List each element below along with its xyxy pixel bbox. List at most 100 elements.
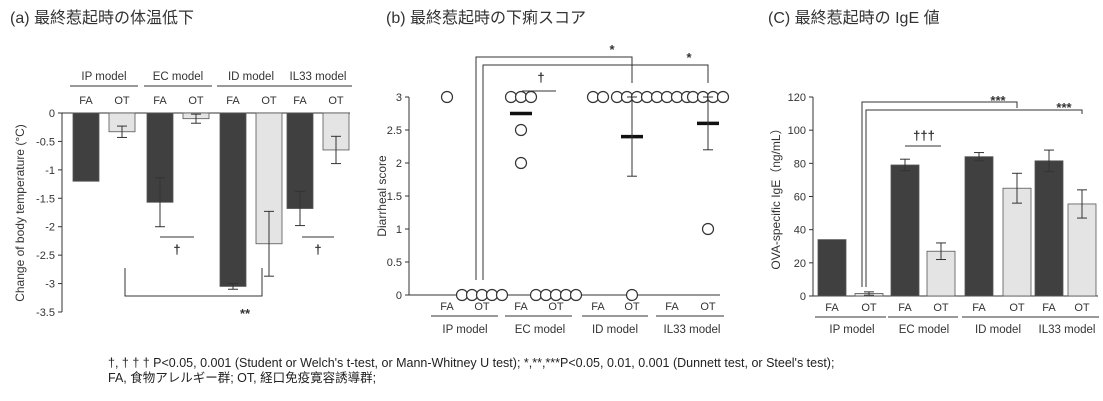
panel-b-y-tick-label: 1 — [396, 224, 402, 236]
panel-a-group-label: FA — [153, 95, 167, 107]
panel-a-y-tick-label: 0 — [49, 108, 55, 120]
figure: (a) 最終惹起時の体温低下 Change of body temperature… — [10, 9, 1099, 336]
panel-c-sig-daggers: ††† — [913, 128, 935, 143]
panel-a-group-label: OT — [261, 95, 277, 107]
panel-b-title: (b) 最終惹起時の下痢スコア — [386, 9, 586, 27]
panel-c-model-label: IP model — [829, 324, 874, 336]
panel-b-y-tick-label: 3 — [396, 92, 402, 104]
panel-a-y-tick-label: -3 — [45, 279, 55, 291]
panel-a-group-label: OT — [114, 95, 130, 107]
panel-c-y-tick-label: 80 — [794, 158, 806, 170]
panel-c-bar — [890, 164, 920, 297]
panel-b-model-label: EC model — [515, 324, 566, 336]
panel-b-data-point — [514, 90, 528, 104]
panel-b-data-point — [485, 288, 499, 302]
panel-a-model-label: IL33 model — [290, 71, 347, 83]
panel-c-sig-stars: *** — [990, 93, 1006, 108]
panel-a-y-tick-label: -2.5 — [36, 250, 55, 262]
panel-c-sig-bracket — [861, 101, 1018, 287]
panel-a-model-label: IP model — [81, 71, 126, 83]
panel-b-y-tick-label: 0.5 — [387, 257, 402, 269]
panel-b-model-label: IP model — [442, 324, 487, 336]
panel-c-group-label: FA — [972, 302, 986, 314]
panel-a-group-label: FA — [293, 95, 307, 107]
panel-b-data-point — [610, 90, 624, 104]
panel-b-data-point — [504, 90, 518, 104]
panel-c-group-label: FA — [1042, 302, 1056, 314]
panel-b-data-point — [640, 90, 654, 104]
panel-a-model-label: ID model — [228, 71, 274, 83]
panel-b-data-point — [455, 288, 469, 302]
panel-b-y-axis-title: Diarrheal score — [375, 155, 389, 237]
panel-a-group-label: FA — [226, 95, 240, 107]
panel-b-data-point — [514, 123, 528, 137]
panel-b-data-point — [559, 288, 573, 302]
panel-b-group-label: OT — [474, 301, 490, 313]
panel-b-y-tick-label: 0 — [396, 290, 402, 302]
panel-b-data-point — [495, 288, 509, 302]
panel-b-data-point — [524, 90, 538, 104]
panel-b-y-tick-label: 2 — [396, 158, 402, 170]
panel-b-data-point — [465, 288, 479, 302]
panel-a-sig-dagger: † — [173, 242, 180, 257]
panel-c-bar — [964, 156, 994, 297]
panel-a-y-axis-title: Change of body temperature (°C) — [13, 124, 27, 302]
panel-b-y-tick-label: 2.5 — [387, 125, 402, 137]
panel-b-sig-dagger: † — [537, 70, 544, 85]
panel-b-data-point — [701, 222, 715, 236]
panel-b-data-point — [670, 90, 684, 104]
panel-c-bar — [1067, 203, 1097, 297]
panel-b-group-label: OT — [624, 301, 640, 313]
panel-a-sig-stars: ** — [240, 306, 251, 321]
panel-b-data-point — [716, 90, 730, 104]
panel-b-y-tick-label: 1.5 — [387, 191, 402, 203]
panel-c-group-label: OT — [1009, 302, 1025, 314]
panel-c-group-label: OT — [933, 302, 949, 314]
panel-b-data-point — [475, 288, 489, 302]
panel-a-model-label: EC model — [153, 71, 204, 83]
panel-c-y-tick-label: 60 — [794, 192, 806, 204]
panel-c-model-label: IL33 model — [1039, 324, 1096, 336]
panel-c-y-tick-label: 120 — [788, 92, 806, 104]
panel-b-data-point — [569, 288, 583, 302]
panel-c-group-label: OT — [1074, 302, 1090, 314]
panel-c-y-axis-title: OVA-specific IgE（ng/mL） — [769, 122, 783, 269]
footnote-line-1: †, † † † P<0.05, 0.001 (Student or Welch… — [108, 356, 835, 370]
panel-b-group-label: OT — [700, 301, 716, 313]
panel-b-data-point — [529, 288, 543, 302]
panel-a-sig-bracket — [124, 268, 263, 297]
panel-c-y-tick-label: 40 — [794, 225, 806, 237]
panel-b-data-point — [514, 156, 528, 170]
panel-b-data-point — [549, 288, 563, 302]
footnote-line-2: FA, 食物アレルギー群; OT, 経口免疫寛容誘導群; — [108, 371, 377, 385]
panel-c-model-label: EC model — [899, 324, 950, 336]
panel-a-group-label: OT — [188, 95, 204, 107]
panel-b-model-label: IL33 model — [664, 324, 721, 336]
panel-b-group-label: FA — [514, 301, 528, 313]
panel-c-group-label: FA — [825, 302, 839, 314]
panel-a-y-tick-label: -0.5 — [36, 136, 55, 148]
panel-a-group-label: OT — [328, 95, 344, 107]
panel-b-data-point — [586, 90, 600, 104]
panel-b-data-point — [539, 288, 553, 302]
panel-a-title: (a) 最終惹起時の体温低下 — [10, 9, 194, 27]
panel-a-bar — [219, 112, 247, 287]
panel-a-y-tick-label: -1 — [45, 165, 55, 177]
panel-b-data-point — [625, 288, 639, 302]
panel-b-data-point — [686, 90, 700, 104]
panel-b-group-label: OT — [548, 301, 564, 313]
panel-a-sig-dagger: † — [314, 242, 321, 257]
panel-b-data-point — [650, 90, 664, 104]
panel-b-group-label: FA — [591, 301, 605, 313]
panel-c-sig-stars: *** — [1056, 100, 1072, 115]
panel-c-y-tick-label: 20 — [794, 258, 806, 270]
panel-b-data-point — [440, 90, 454, 104]
panel-c-bar — [817, 239, 847, 297]
panel-c-group-label: OT — [861, 302, 877, 314]
panel-b-sig-bracket — [475, 56, 633, 280]
panel-c-y-tick-label: 100 — [788, 125, 806, 137]
footnote: †, † † † P<0.05, 0.001 (Student or Welch… — [108, 356, 834, 386]
panel-c-sig-bracket — [865, 109, 1083, 287]
panel-c-group-label: FA — [898, 302, 912, 314]
panel-c-model-label: ID model — [975, 324, 1021, 336]
